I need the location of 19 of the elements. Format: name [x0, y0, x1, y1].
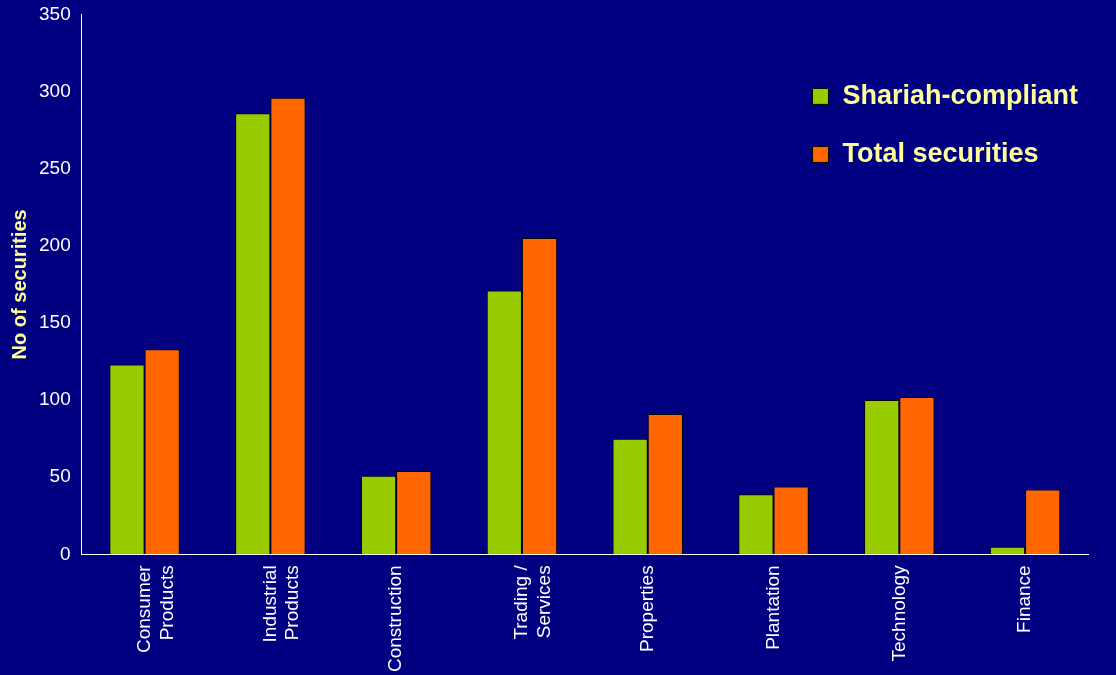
x-tick-label: Plantation — [761, 565, 783, 650]
x-tick-label: Consumer Products — [132, 564, 177, 653]
y-tick-label: 150 — [39, 311, 71, 333]
y-tick-label: 0 — [60, 542, 71, 564]
x-tick-label: Technology — [887, 564, 909, 662]
y-tick-label: 250 — [39, 156, 71, 178]
x-tick-label: Finance — [1013, 565, 1035, 633]
y-tick-label: 200 — [39, 234, 71, 256]
y-tick-label: 300 — [39, 79, 71, 101]
x-tick-label: Construction — [384, 565, 406, 673]
x-tick-label: Industrial Products — [258, 565, 303, 643]
legend-label: Shariah-compliant — [842, 79, 1079, 110]
x-tick-label: Trading / Services — [510, 564, 554, 640]
y-tick-label: 350 — [39, 2, 71, 24]
y-tick-label: 50 — [49, 465, 71, 487]
x-tick-label: Properties — [635, 565, 657, 652]
legend-label: Total securities — [842, 137, 1039, 168]
y-axis-title: No of securities — [7, 209, 30, 360]
y-tick-label: 100 — [39, 388, 71, 410]
